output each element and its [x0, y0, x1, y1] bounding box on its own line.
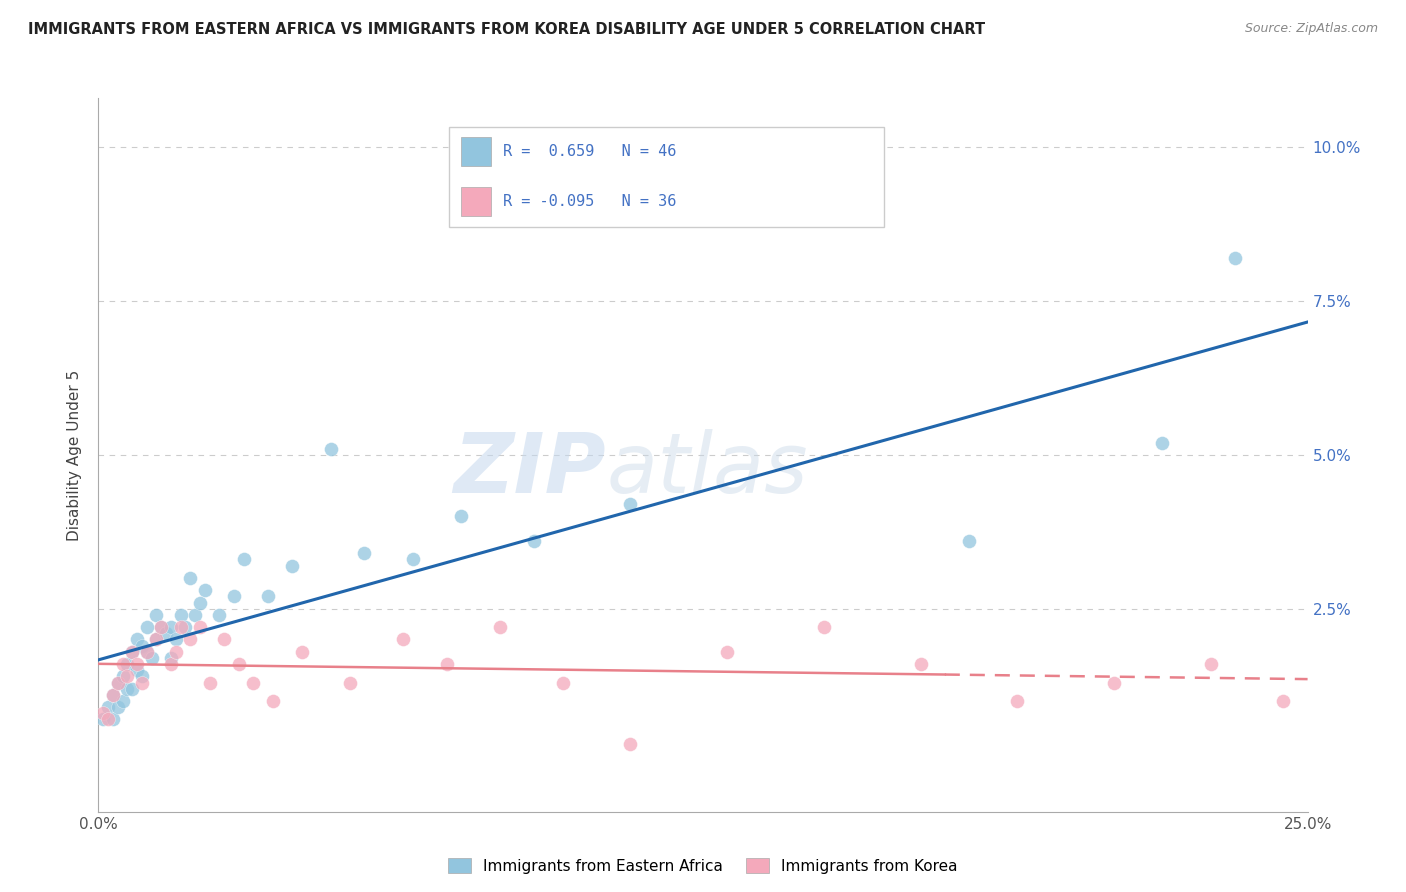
Point	[91, 706, 114, 721]
Point	[208, 607, 231, 622]
Point	[160, 620, 183, 634]
Point	[141, 651, 163, 665]
Point	[179, 571, 201, 585]
Point	[160, 651, 183, 665]
Point	[551, 675, 574, 690]
Point	[1152, 435, 1174, 450]
Point	[135, 620, 157, 634]
Point	[174, 620, 197, 634]
Legend: Immigrants from Eastern Africa, Immigrants from Korea: Immigrants from Eastern Africa, Immigran…	[441, 852, 965, 880]
Point	[117, 669, 139, 683]
Point	[121, 645, 143, 659]
Point	[339, 675, 361, 690]
Point	[131, 669, 153, 683]
Point	[165, 632, 187, 647]
Y-axis label: Disability Age Under 5: Disability Age Under 5	[67, 369, 83, 541]
Point	[131, 639, 153, 653]
Point	[290, 645, 312, 659]
Text: R =  0.659   N = 46: R = 0.659 N = 46	[503, 145, 676, 159]
Point	[232, 552, 254, 566]
Point	[957, 534, 980, 549]
Point	[1223, 251, 1246, 265]
Point	[228, 657, 250, 671]
Point	[222, 590, 245, 604]
Point	[135, 645, 157, 659]
Text: IMMIGRANTS FROM EASTERN AFRICA VS IMMIGRANTS FROM KOREA DISABILITY AGE UNDER 5 C: IMMIGRANTS FROM EASTERN AFRICA VS IMMIGR…	[28, 22, 986, 37]
Text: R = -0.095   N = 36: R = -0.095 N = 36	[503, 194, 676, 209]
Point	[1272, 694, 1295, 708]
Point	[281, 558, 304, 573]
FancyBboxPatch shape	[449, 127, 884, 227]
Point	[212, 632, 235, 647]
Point	[1199, 657, 1222, 671]
Point	[179, 632, 201, 647]
Point	[392, 632, 415, 647]
Point	[242, 675, 264, 690]
Text: ZIP: ZIP	[454, 429, 606, 509]
Point	[150, 620, 173, 634]
Point	[619, 737, 641, 751]
Point	[107, 675, 129, 690]
Point	[194, 583, 217, 598]
Point	[127, 657, 149, 671]
Text: Source: ZipAtlas.com: Source: ZipAtlas.com	[1244, 22, 1378, 36]
Point	[107, 700, 129, 714]
Point	[111, 657, 134, 671]
Point	[813, 620, 835, 634]
Point	[150, 620, 173, 634]
Point	[97, 713, 120, 727]
Point	[450, 509, 472, 524]
Text: atlas: atlas	[606, 429, 808, 509]
Point	[169, 607, 191, 622]
Point	[127, 663, 149, 677]
FancyBboxPatch shape	[461, 137, 492, 166]
Point	[155, 626, 177, 640]
Point	[169, 620, 191, 634]
Point	[619, 497, 641, 511]
Point	[910, 657, 932, 671]
Point	[436, 657, 458, 671]
Point	[523, 534, 546, 549]
Point	[402, 552, 425, 566]
Point	[256, 590, 278, 604]
Point	[319, 442, 342, 456]
Point	[184, 607, 207, 622]
Point	[117, 657, 139, 671]
Point	[111, 669, 134, 683]
Point	[101, 688, 124, 702]
Point	[131, 675, 153, 690]
Point	[188, 596, 211, 610]
Point	[160, 657, 183, 671]
Point	[121, 645, 143, 659]
Point	[101, 713, 124, 727]
Point	[145, 607, 167, 622]
Point	[97, 700, 120, 714]
Point	[1007, 694, 1029, 708]
Point	[145, 632, 167, 647]
Point	[117, 681, 139, 696]
Point	[111, 694, 134, 708]
Point	[165, 645, 187, 659]
Point	[121, 681, 143, 696]
FancyBboxPatch shape	[461, 187, 492, 216]
Point	[107, 675, 129, 690]
Point	[135, 645, 157, 659]
Point	[1102, 675, 1125, 690]
Point	[198, 675, 221, 690]
Point	[101, 688, 124, 702]
Point	[262, 694, 284, 708]
Point	[489, 620, 512, 634]
Point	[145, 632, 167, 647]
Point	[91, 713, 114, 727]
Point	[353, 546, 375, 560]
Point	[716, 645, 738, 659]
Point	[127, 632, 149, 647]
Point	[188, 620, 211, 634]
